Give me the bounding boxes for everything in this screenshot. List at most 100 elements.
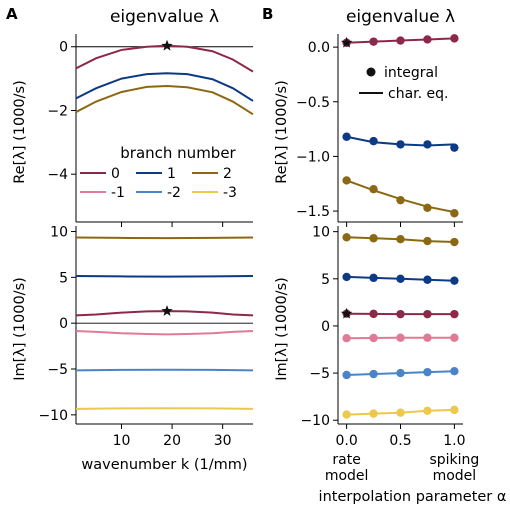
legend-label--1: -1 bbox=[111, 185, 125, 201]
y-axis-label: Im[λ] (1000/s) bbox=[12, 277, 28, 381]
x-axis-label: interpolation parameter α bbox=[319, 489, 507, 505]
star-marker bbox=[161, 39, 173, 51]
data-point-2 bbox=[450, 209, 459, 218]
y-tick-label: −5 bbox=[309, 366, 330, 382]
data-point--2 bbox=[342, 370, 351, 380]
y-tick-label: 10 bbox=[50, 225, 68, 241]
data-point--1 bbox=[423, 333, 432, 342]
x-annotation: rate model bbox=[325, 452, 369, 484]
panel-letter-a: A bbox=[6, 5, 18, 23]
series-line--3 bbox=[75, 407, 254, 410]
x-tick-label: 1.0 bbox=[443, 433, 465, 449]
x-tick-label: 0.0 bbox=[335, 433, 357, 449]
y-tick-label: −5 bbox=[47, 362, 68, 378]
legend-label-1: 1 bbox=[167, 166, 176, 182]
data-point--3 bbox=[396, 408, 405, 417]
data-point--3 bbox=[342, 410, 351, 419]
y-tick-label: 0 bbox=[59, 40, 68, 56]
series-line-1 bbox=[75, 72, 254, 102]
y-tick-label: −10 bbox=[300, 413, 330, 429]
legend-label--3: -3 bbox=[223, 185, 237, 201]
y-tick-label: 5 bbox=[321, 272, 330, 288]
star-marker bbox=[340, 307, 353, 319]
y-tick-label: −4 bbox=[47, 167, 68, 183]
y-tick-label: −0.5 bbox=[296, 95, 330, 111]
data-point-2 bbox=[450, 237, 459, 247]
chart-title: eigenvalue λ bbox=[346, 7, 455, 27]
data-point-2 bbox=[396, 235, 405, 244]
data-point--3 bbox=[423, 406, 432, 415]
data-point-0 bbox=[369, 37, 378, 46]
plots-layer: eigenvalue λ 0 −2 −4 Re[λ] (1000/s) branch nu… bbox=[12, 7, 506, 505]
data-point-1 bbox=[342, 272, 351, 282]
data-point-1 bbox=[423, 275, 432, 284]
data-point-0 bbox=[396, 309, 405, 319]
series-line-2 bbox=[75, 236, 254, 240]
data-point--1 bbox=[369, 333, 378, 343]
data-point--2 bbox=[396, 368, 405, 378]
y-tick-label: −1.5 bbox=[296, 204, 330, 220]
legend-label--2: -2 bbox=[167, 185, 181, 201]
data-point-1 bbox=[450, 143, 459, 152]
data-point--3 bbox=[450, 405, 459, 415]
data-point-1 bbox=[342, 132, 351, 141]
y-tick-label: −10 bbox=[38, 408, 68, 424]
y-axis-label: Re[λ] (1000/s) bbox=[274, 80, 290, 184]
data-point-0 bbox=[369, 309, 378, 319]
data-point-1 bbox=[450, 276, 459, 285]
star-marker bbox=[340, 36, 353, 48]
series-line--1 bbox=[75, 329, 254, 336]
x-tick-label: 10 bbox=[113, 433, 131, 449]
y-tick-label: −2 bbox=[47, 103, 68, 119]
y-tick-label: 0 bbox=[59, 316, 68, 332]
chart-b-top: eigenvalue λ 0.0 −0.5 −1.0 −1.5 Re[λ] (1000/s… bbox=[274, 7, 463, 227]
data-point-1 bbox=[396, 140, 405, 149]
data-point-0 bbox=[423, 309, 432, 319]
data-point-2 bbox=[396, 195, 405, 205]
chart-a-top: eigenvalue λ 0 −2 −4 Re[λ] (1000/s) branch nu… bbox=[12, 7, 254, 227]
legend-label-0: 0 bbox=[111, 166, 120, 182]
data-point-0 bbox=[450, 34, 459, 43]
x-annotation: spiking model bbox=[429, 452, 479, 484]
data-point-2 bbox=[369, 185, 378, 194]
y-tick-label: −1.0 bbox=[296, 149, 330, 165]
series-line--2 bbox=[75, 368, 254, 372]
data-point-2 bbox=[423, 236, 432, 246]
legend-label-char-eq: char. eq. bbox=[388, 86, 448, 102]
y-tick-label: 0 bbox=[321, 319, 330, 335]
data-point-2 bbox=[423, 203, 432, 212]
data-point-0 bbox=[423, 35, 432, 44]
panel-letter-b: B bbox=[262, 5, 273, 23]
y-tick-label: 5 bbox=[59, 270, 68, 286]
chart-b-bottom: 10 5 0 −5 −10 0.0 0.5 1.0 Im[λ] (1000/s) rate mode… bbox=[274, 225, 506, 505]
x-axis-label: wavenumber k (1/mm) bbox=[81, 457, 247, 473]
y-axis-label: Re[λ] (1000/s) bbox=[12, 80, 28, 184]
star-marker bbox=[161, 305, 173, 316]
data-point-1 bbox=[423, 140, 432, 149]
y-axis-label: Im[λ] (1000/s) bbox=[274, 277, 290, 381]
data-point--2 bbox=[423, 367, 432, 377]
chart-a-bottom: 10 5 0 −5 −10 10 20 30 Im[λ] (1000/s) wavenumber … bbox=[12, 225, 254, 473]
y-tick-label: 0.0 bbox=[308, 40, 330, 56]
legend-label-2: 2 bbox=[223, 166, 232, 182]
data-point-2 bbox=[342, 176, 351, 185]
legend-title: branch number bbox=[120, 144, 236, 162]
series-line-2 bbox=[75, 84, 254, 116]
data-point-1 bbox=[396, 274, 405, 283]
data-point--1 bbox=[396, 333, 405, 342]
legend-label-integral: integral bbox=[384, 65, 438, 81]
data-point--2 bbox=[450, 367, 459, 376]
chart-title: eigenvalue λ bbox=[110, 7, 219, 27]
x-tick-label: 30 bbox=[214, 433, 232, 449]
x-tick-label: 20 bbox=[163, 433, 181, 449]
series-line-1 bbox=[75, 274, 254, 278]
data-point--1 bbox=[450, 333, 459, 342]
y-tick-label: 10 bbox=[312, 225, 330, 241]
data-point-2 bbox=[369, 234, 378, 243]
data-point-2 bbox=[342, 233, 351, 242]
data-point--1 bbox=[342, 334, 351, 343]
data-point-1 bbox=[369, 136, 378, 146]
data-point-0 bbox=[450, 309, 459, 319]
data-point--2 bbox=[369, 369, 378, 379]
